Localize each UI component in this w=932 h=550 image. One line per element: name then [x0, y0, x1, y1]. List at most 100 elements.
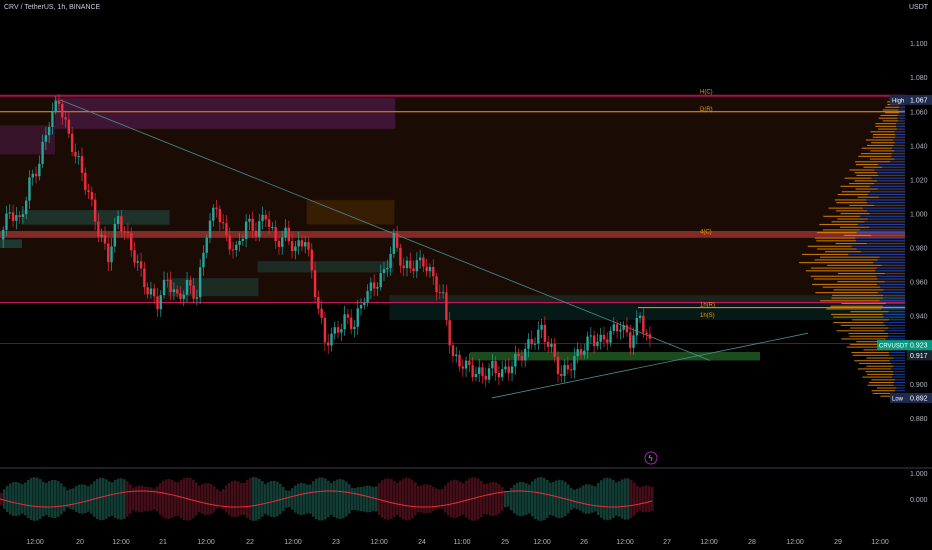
- candle-up: [136, 261, 139, 263]
- oscillator-band: [48, 481, 51, 517]
- oscillator-band: [210, 484, 213, 514]
- candle-up: [208, 220, 212, 238]
- candle-up: [149, 288, 153, 295]
- profile-bar-up: [877, 278, 905, 280]
- profile-bar-up: [860, 215, 905, 217]
- profile-bar-up: [891, 153, 905, 155]
- profile-bar-up: [891, 362, 905, 365]
- candle-down: [409, 260, 412, 269]
- oscillator-band: [402, 478, 405, 520]
- oscillator-band: [609, 478, 612, 520]
- oscillator-band: [105, 479, 108, 519]
- oscillator-band: [75, 486, 78, 512]
- oscillator-band: [633, 482, 636, 516]
- oscillator-band: [546, 480, 549, 518]
- candle-down: [642, 315, 645, 333]
- candle-up: [455, 354, 458, 356]
- x-tick-7: 23: [332, 539, 340, 546]
- currency-label: USDT: [909, 4, 929, 11]
- profile-bar-down: [878, 128, 897, 130]
- oscillator-band: [435, 488, 438, 510]
- oscillator-band: [603, 478, 606, 520]
- high-price-tag: 1.067: [910, 97, 928, 104]
- profile-bar-up: [884, 272, 905, 275]
- profile-bar-up: [870, 191, 905, 193]
- x-tick-9: 24: [418, 539, 426, 546]
- oscillator-band: [423, 484, 426, 514]
- oscillator-band: [276, 481, 279, 517]
- profile-bar-up: [896, 123, 905, 125]
- profile-bar-down: [840, 213, 870, 215]
- oscillator-band: [222, 488, 225, 510]
- x-tick-1: 20: [76, 539, 84, 546]
- candle-down: [602, 334, 606, 340]
- profile-bar-up: [871, 234, 905, 236]
- candle-down: [287, 227, 291, 242]
- profile-bar-up: [885, 302, 905, 305]
- oscillator-band: [393, 480, 396, 518]
- candle-up: [596, 341, 599, 346]
- profile-bar-down: [833, 322, 884, 324]
- profile-bar-down: [810, 267, 877, 269]
- oscillator-band: [261, 481, 264, 517]
- profile-bar-up: [894, 131, 905, 133]
- oscillator-band: [183, 477, 186, 521]
- profile-bar-up: [856, 248, 905, 250]
- candle-up: [24, 200, 28, 215]
- profile-bar-up: [885, 324, 905, 326]
- profile-bar-up: [893, 365, 905, 367]
- profile-bar-up: [896, 387, 905, 389]
- lower-tick-0: 1.000: [910, 471, 928, 478]
- candle-up: [284, 227, 287, 238]
- candle-up: [159, 295, 162, 310]
- oscillator-band: [321, 477, 324, 521]
- profile-bar-up: [889, 319, 905, 321]
- candle-down: [402, 265, 405, 269]
- oscillator-band: [72, 488, 75, 510]
- candle-up: [340, 329, 343, 333]
- oscillator-band: [51, 479, 54, 519]
- candle-down: [615, 324, 619, 332]
- profile-bar-up: [894, 390, 905, 392]
- oscillator-band: [243, 482, 246, 516]
- candle-down: [169, 279, 172, 293]
- oscillator-band: [624, 478, 627, 520]
- profile-bar-down: [828, 207, 863, 209]
- x-tick-11: 25: [501, 539, 509, 546]
- profile-bar-up: [867, 210, 905, 212]
- profile-bar-up: [871, 177, 905, 179]
- candle-down: [553, 343, 556, 357]
- candle-up: [504, 366, 507, 370]
- oscillator-band: [459, 481, 462, 517]
- candle-up: [198, 267, 202, 298]
- profile-bar-up: [867, 202, 905, 204]
- profile-bar-down: [856, 341, 891, 343]
- oscillator-band: [507, 491, 510, 507]
- oscillator-band: [636, 485, 639, 513]
- oscillator-band: [549, 482, 552, 516]
- candle-up: [533, 343, 537, 345]
- candle-down: [307, 242, 310, 250]
- candle-down: [507, 366, 510, 374]
- symbol-title[interactable]: CRV / TetherUS, 1h, BINANCE: [4, 4, 101, 11]
- candle-down: [130, 232, 133, 251]
- candle-up: [612, 324, 616, 331]
- oscillator-band: [264, 484, 267, 514]
- oscillator-band: [27, 479, 30, 519]
- profile-bar-down: [870, 150, 895, 152]
- candle-down: [179, 293, 182, 299]
- candle-up: [41, 141, 44, 164]
- profile-bar-up: [897, 117, 905, 119]
- oscillator-band: [123, 479, 126, 519]
- profile-bar-down: [837, 281, 885, 283]
- candle-down: [80, 156, 84, 173]
- oscillator-band: [501, 487, 504, 511]
- profile-bar-down: [849, 204, 875, 206]
- oscillator-band: [36, 477, 39, 521]
- last-price-tag: 0.923: [910, 343, 928, 350]
- x-tick-15: 27: [663, 539, 671, 546]
- profile-bar-down: [837, 193, 868, 196]
- oscillator-band: [405, 477, 408, 521]
- oscillator-band: [237, 481, 240, 517]
